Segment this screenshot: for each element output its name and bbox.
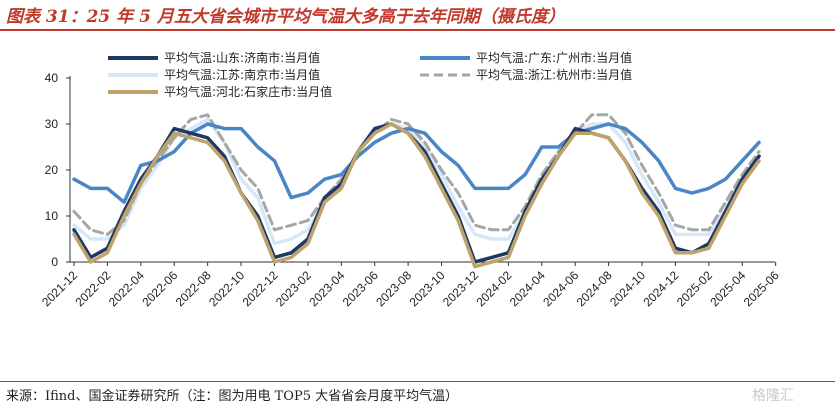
legend-label: 平均气温:河北:石家庄市:当月值 — [164, 84, 332, 99]
y-tick-label: 40 — [45, 71, 59, 85]
x-tick-label: 2023-12 — [440, 268, 481, 309]
x-tick-label: 2025-06 — [741, 268, 782, 309]
legend-label: 平均气温:广东:广州市:当月值 — [476, 50, 632, 65]
x-tick-label: 2024-08 — [574, 268, 615, 309]
x-tick-label: 2022-04 — [106, 268, 147, 309]
axes: 0102030402021-122022-022022-042022-06202… — [39, 71, 782, 309]
x-tick-label: 2024-12 — [640, 268, 681, 309]
x-tick-label: 2024-10 — [607, 268, 648, 309]
x-tick-label: 2025-04 — [707, 268, 748, 309]
x-tick-label: 2023-08 — [373, 268, 414, 309]
line-chart: 0102030402021-122022-022022-042022-06202… — [39, 50, 782, 309]
x-tick-label: 2025-02 — [674, 268, 715, 309]
figure-title: 图表 31：25 年 5 月五大省会城市平均气温大多高于去年同期（摄氏度） — [6, 7, 565, 27]
series-lines — [72, 113, 761, 269]
legend-label: 平均气温:山东:济南市:当月值 — [164, 50, 320, 65]
series-line-3 — [72, 113, 761, 236]
x-tick-label: 2022-10 — [206, 268, 247, 309]
series-line-4 — [72, 122, 761, 269]
x-tick-label: 2021-12 — [39, 268, 80, 309]
x-tick-label: 2023-02 — [273, 268, 314, 309]
x-tick-label: 2024-04 — [507, 268, 548, 309]
x-tick-label: 2022-08 — [173, 268, 214, 309]
footer-rule — [0, 381, 835, 382]
series-line-2 — [72, 117, 761, 246]
legend-label: 平均气温:浙江:杭州市:当月值 — [476, 67, 632, 82]
x-tick-label: 2024-02 — [473, 268, 514, 309]
source-note: 来源：Ifind、国金证券研究所（注：图为用电 TOP5 大省省会月度平均气温） — [6, 389, 459, 404]
legend-label: 平均气温:江苏:南京市:当月值 — [164, 67, 320, 82]
watermark-text: 格隆汇 — [752, 388, 794, 404]
title-rule — [0, 29, 835, 31]
y-tick-label: 10 — [45, 209, 59, 223]
x-tick-label: 2022-12 — [240, 268, 281, 309]
x-tick-label: 2022-02 — [72, 268, 113, 309]
y-tick-label: 30 — [45, 117, 59, 131]
x-tick-label: 2023-10 — [407, 268, 448, 309]
x-tick-label: 2023-06 — [340, 268, 381, 309]
x-tick-label: 2024-06 — [540, 268, 581, 309]
y-tick-label: 0 — [51, 255, 58, 269]
x-tick-label: 2022-06 — [139, 268, 180, 309]
legend: 平均气温:山东:济南市:当月值 平均气温:广东:广州市:当月值平均气温:江苏:南京… — [108, 50, 632, 99]
y-tick-label: 20 — [45, 163, 59, 177]
x-tick-label: 2023-04 — [306, 268, 347, 309]
